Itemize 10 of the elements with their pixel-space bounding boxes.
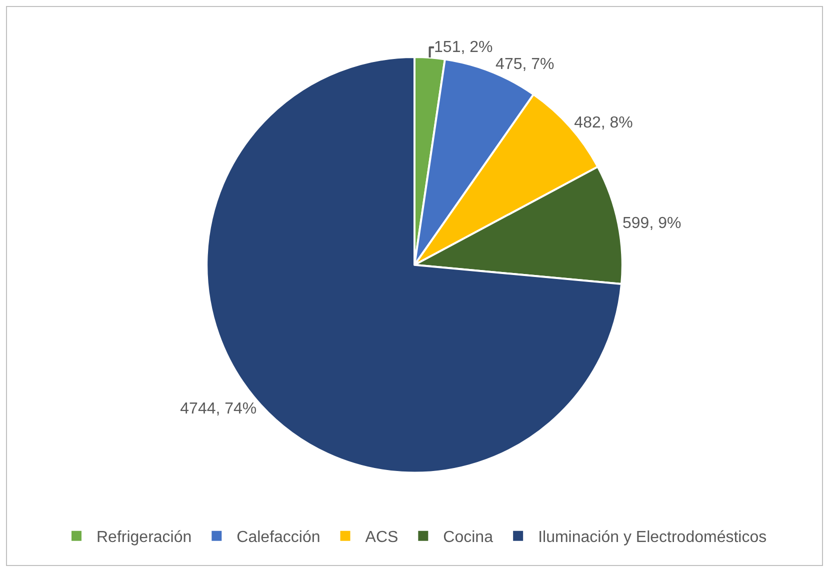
data-label: 151, 2% bbox=[434, 38, 493, 56]
legend-label: ACS bbox=[365, 529, 398, 546]
legend-label: Calefacción bbox=[236, 529, 320, 546]
legend-label: Cocina bbox=[443, 529, 494, 546]
data-label: 4744, 74% bbox=[180, 400, 257, 418]
data-label: 599, 9% bbox=[622, 214, 682, 232]
data-label: 482, 8% bbox=[574, 114, 633, 132]
legend-label: Refrigeración bbox=[96, 529, 192, 546]
legend-label: Iluminación y Electrodomésticos bbox=[538, 529, 767, 546]
data-label: 475, 7% bbox=[496, 56, 554, 73]
